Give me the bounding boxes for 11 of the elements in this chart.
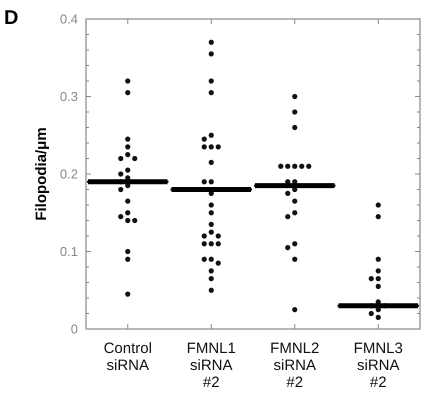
y-tick-label: 0 xyxy=(70,322,78,337)
chart-title: D xyxy=(4,7,18,29)
y-axis-title: Filopodia/μm xyxy=(33,127,50,221)
y-tick-label: 0.1 xyxy=(60,244,78,260)
y-tick-label: 0.4 xyxy=(60,12,78,27)
x-tick-label: FMNL1 siRNA #2 xyxy=(186,340,236,391)
y-tick-label: 0.3 xyxy=(60,89,78,104)
x-tick-label: Control siRNA xyxy=(104,340,152,374)
y-tick-label: 0.2 xyxy=(60,166,78,182)
x-tick-label: FMNL3 siRNA #2 xyxy=(354,340,403,391)
x-tick-label: FMNL2 siRNA #2 xyxy=(270,340,320,391)
